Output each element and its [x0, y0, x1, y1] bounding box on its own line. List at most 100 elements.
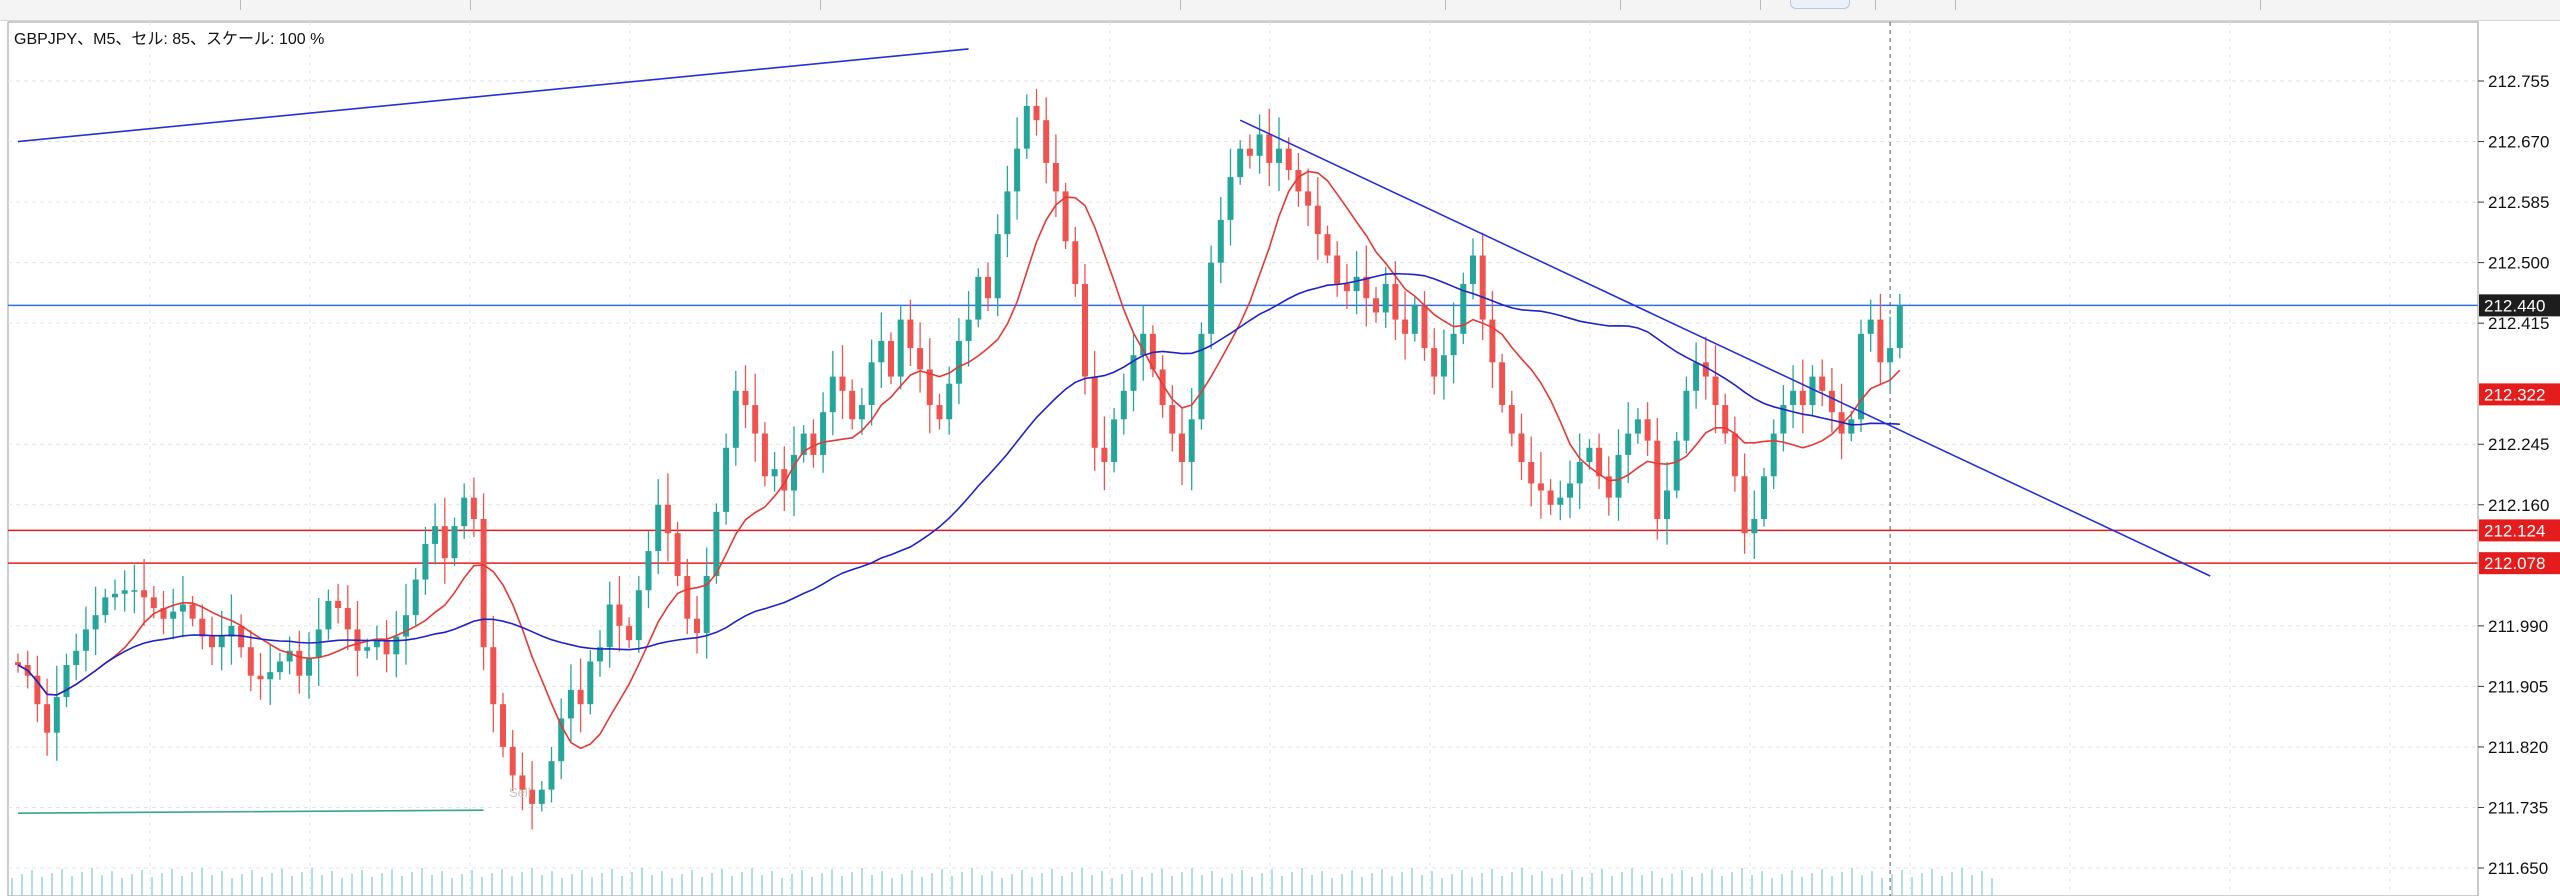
candle-body	[1120, 390, 1127, 420]
candle-body	[1537, 483, 1544, 491]
candle-body	[1751, 519, 1758, 534]
candle-body	[1208, 262, 1215, 334]
price-tick-label: 211.905	[2488, 677, 2548, 696]
candle-body	[1460, 283, 1467, 334]
candle-body	[1761, 476, 1767, 520]
price-marker-box	[2479, 294, 2560, 317]
candle-body	[1576, 462, 1583, 484]
trendlines[interactable]: Sell	[17, 48, 2211, 800]
candle-body	[1518, 433, 1525, 463]
candle-body	[1470, 255, 1476, 284]
candle-body	[1276, 148, 1282, 163]
candle-body	[1702, 362, 1709, 377]
price-tick-label: 212.755	[2488, 72, 2549, 91]
price-marker-label: 212.124	[2484, 521, 2545, 540]
candle-body	[519, 775, 526, 790]
candle-body	[121, 590, 128, 594]
price-tick-label: 211.990	[2488, 617, 2548, 636]
candle-body	[694, 618, 700, 633]
candle-body	[868, 362, 875, 406]
candle-body	[1373, 298, 1379, 313]
toolbar-separator	[240, 0, 241, 10]
candle-body	[723, 447, 730, 512]
candle-body	[1547, 490, 1554, 505]
candle-body	[1431, 348, 1438, 377]
candle-body	[839, 376, 846, 391]
candle-body	[994, 234, 1001, 299]
candle-body	[141, 590, 148, 598]
candle-body	[1082, 283, 1088, 377]
price-tick-label: 212.670	[2488, 133, 2549, 152]
candle-body	[1799, 390, 1806, 406]
toolbar-strip	[0, 0, 2560, 21]
candle-body	[1305, 191, 1312, 206]
candle-body	[1567, 483, 1573, 498]
candle-body	[509, 746, 516, 776]
candle-body	[897, 319, 904, 377]
candle-body	[364, 647, 371, 651]
candle-body	[500, 704, 506, 747]
candle-body	[1664, 490, 1670, 520]
candle-body	[15, 662, 21, 666]
candle-body	[422, 543, 429, 580]
candle-body	[1770, 433, 1777, 477]
candle-body	[276, 661, 283, 673]
candle-body	[1343, 283, 1350, 292]
toolbar-selected-button[interactable]	[1790, 0, 1850, 9]
candle-body	[1314, 205, 1321, 235]
candle-body	[34, 675, 41, 705]
candle-body	[393, 636, 400, 655]
candle-body	[218, 636, 225, 648]
candle-body	[160, 608, 167, 619]
candle-body	[199, 618, 206, 637]
candle-body	[1499, 362, 1506, 406]
candle-body	[461, 497, 468, 527]
candle-body	[1091, 376, 1098, 448]
toolbar-separator	[1760, 0, 1761, 10]
candle-body	[1858, 333, 1864, 420]
candle-body	[1402, 319, 1409, 334]
candle-body	[1557, 497, 1564, 505]
price-markers: 212.440 212.322 212.124 212.078	[2479, 294, 2560, 575]
price-marker-box	[2479, 383, 2560, 406]
candle-body	[635, 590, 642, 641]
moving-average-slow	[17, 272, 1900, 696]
candle-body	[1489, 319, 1496, 363]
candle-body	[1586, 447, 1593, 463]
candle-body	[703, 575, 710, 633]
candle-body	[558, 718, 565, 762]
candle-body	[131, 590, 138, 592]
candle-body	[597, 647, 603, 662]
candle-body	[1615, 454, 1622, 498]
candle-body	[1867, 319, 1874, 334]
candle-body	[1731, 433, 1738, 477]
candle-body	[44, 704, 51, 733]
candle-body	[616, 604, 623, 626]
candle-body	[917, 348, 924, 370]
chart-header-label: GBPJPY、M5、セル: 85、スケール: 100 %	[14, 30, 324, 48]
candle-body	[1140, 333, 1147, 356]
candle-body	[1693, 362, 1700, 391]
candle-body	[286, 650, 293, 662]
candle-body	[1479, 255, 1486, 320]
volume-bars	[11, 868, 1993, 896]
candle-body	[383, 640, 390, 655]
price-tick-label: 212.245	[2488, 435, 2549, 454]
candle-body	[1596, 447, 1603, 477]
grid-lines	[8, 22, 2478, 896]
toolbar-separator	[1875, 0, 1876, 10]
candle-body	[1848, 419, 1855, 434]
candle-body	[1625, 433, 1632, 455]
candle-body	[1111, 419, 1118, 463]
candle-body	[257, 675, 264, 680]
candle-body	[936, 405, 943, 420]
candle-body	[209, 636, 215, 648]
candle-body	[1052, 162, 1059, 192]
candle-body	[626, 625, 633, 641]
candle-body	[1896, 305, 1903, 349]
candle-body	[1101, 447, 1108, 463]
candle-body	[412, 579, 419, 616]
candle-body	[1421, 305, 1428, 349]
candle-body	[335, 600, 342, 609]
